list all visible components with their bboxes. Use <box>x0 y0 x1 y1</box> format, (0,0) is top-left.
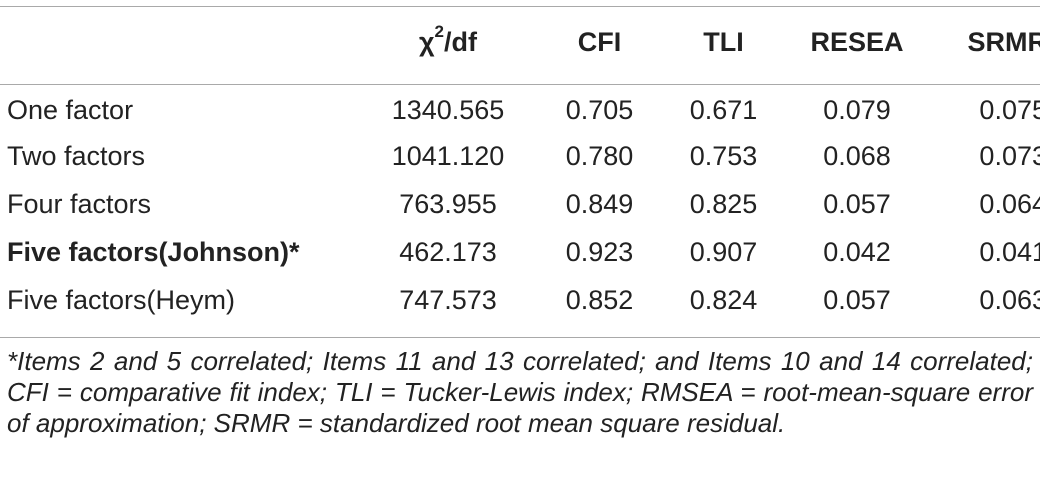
header-chi-square-df: χ2/df <box>359 0 537 84</box>
cfi-value: 0.780 <box>565 140 634 171</box>
bottom-rule <box>0 337 1040 338</box>
model-name: Two factors <box>7 140 146 171</box>
tli-value: 0.671 <box>689 94 758 125</box>
model-name: Five factors(Johnson)* <box>7 236 300 267</box>
table-row: Four factors 763.955 0.849 0.825 0.057 0… <box>0 180 1040 228</box>
chi-df-value: 747.573 <box>399 284 497 315</box>
header-model <box>0 0 359 84</box>
cfi-value: 0.849 <box>565 188 634 219</box>
srmr-value: 0.073 <box>979 140 1040 171</box>
fit-indices-table: χ2/df CFI TLI RESEA SRMR One factor 1340… <box>0 0 1040 324</box>
header-rule <box>0 84 1040 85</box>
model-name: Five factors(Heym) <box>7 284 236 315</box>
srmr-value: 0.064 <box>979 188 1040 219</box>
srmr-value: 0.075 <box>979 94 1040 125</box>
resea-value: 0.042 <box>823 236 891 267</box>
tli-value: 0.753 <box>689 140 758 171</box>
tli-value: 0.907 <box>689 236 758 267</box>
chi-symbol: χ <box>418 27 435 57</box>
resea-value: 0.057 <box>823 188 891 219</box>
cfi-value: 0.923 <box>565 236 634 267</box>
model-name: Four factors <box>7 188 152 219</box>
chi-suffix: /df <box>444 27 477 57</box>
resea-value: 0.079 <box>823 94 891 125</box>
model-name: One factor <box>7 94 134 125</box>
resea-value: 0.068 <box>823 140 891 171</box>
resea-value: 0.057 <box>823 284 891 315</box>
table-row: Five factors(Heym) 747.573 0.852 0.824 0… <box>0 276 1040 324</box>
srmr-value: 0.063 <box>979 284 1040 315</box>
table-row: One factor 1340.565 0.705 0.671 0.079 0.… <box>0 84 1040 132</box>
table-footnote: *Items 2 and 5 correlated; Items 11 and … <box>7 346 1033 438</box>
header-tli: TLI <box>703 26 744 57</box>
header-srmr: SRMR <box>967 26 1040 57</box>
chi-df-value: 1340.565 <box>391 94 505 125</box>
top-rule <box>0 6 1040 7</box>
header-cfi: CFI <box>577 26 622 57</box>
chi-exponent: 2 <box>434 22 444 41</box>
srmr-value: 0.041 <box>979 236 1040 267</box>
chi-df-value: 1041.120 <box>391 140 505 171</box>
header-row: χ2/df CFI TLI RESEA SRMR <box>0 0 1040 84</box>
chi-df-value: 763.955 <box>399 188 497 219</box>
tli-value: 0.824 <box>689 284 758 315</box>
tli-value: 0.825 <box>689 188 758 219</box>
cfi-value: 0.705 <box>565 94 634 125</box>
table-row: Two factors 1041.120 0.780 0.753 0.068 0… <box>0 132 1040 180</box>
table-row-highlighted: Five factors(Johnson)* 462.173 0.923 0.9… <box>0 228 1040 276</box>
chi-df-value: 462.173 <box>399 236 497 267</box>
header-resea: RESEA <box>810 26 904 57</box>
cfi-value: 0.852 <box>565 284 634 315</box>
